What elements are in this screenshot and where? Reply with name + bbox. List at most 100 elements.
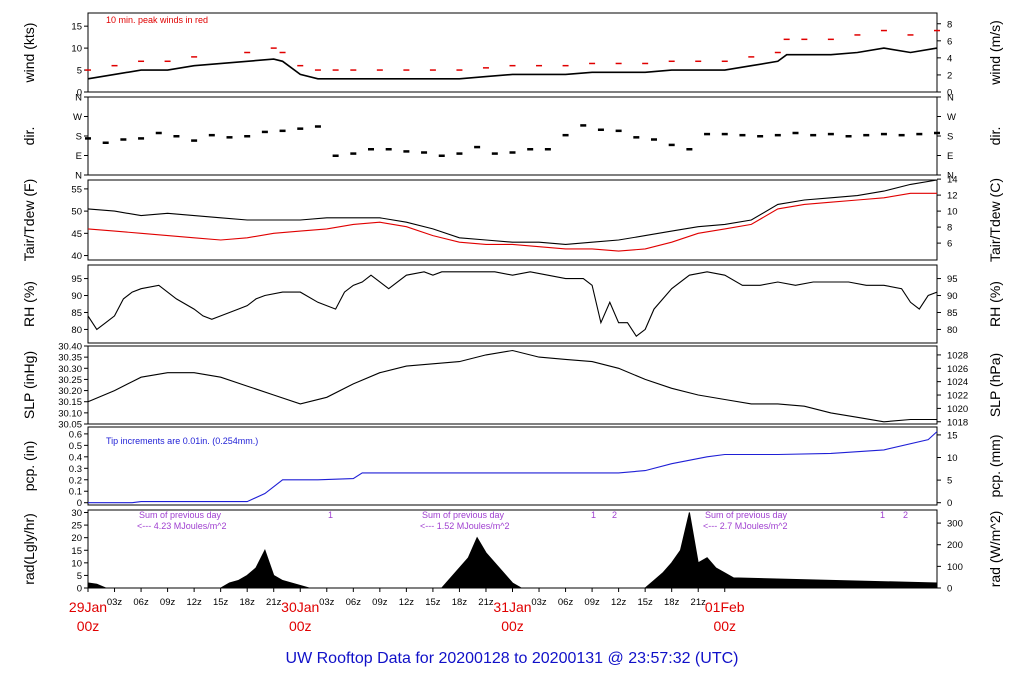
dir-point bbox=[332, 154, 339, 157]
ylabel-left: SLP (inHg) bbox=[21, 351, 37, 419]
y-tick-label: 30.05 bbox=[58, 420, 82, 431]
series-line bbox=[87, 349, 937, 423]
dir-point bbox=[403, 150, 410, 153]
y2-tick-label: 0 bbox=[947, 584, 952, 595]
x-tick-label: 21z bbox=[478, 597, 494, 608]
y2-tick-label: 95 bbox=[947, 274, 958, 285]
y2-tick-label: S bbox=[947, 132, 953, 143]
y-tick-label: 30.30 bbox=[58, 364, 82, 375]
dir-point bbox=[385, 148, 392, 151]
dir-point bbox=[456, 152, 463, 155]
annotation: Tip increments are 0.01in. (0.254mm.) bbox=[106, 436, 258, 446]
y-tick-label: 0.4 bbox=[69, 452, 82, 463]
y-tick-label: N bbox=[75, 93, 82, 104]
y-tick-label: 0 bbox=[77, 584, 82, 595]
y-tick-label: 0.1 bbox=[69, 487, 82, 498]
dir-point bbox=[244, 135, 251, 138]
dir-point bbox=[863, 133, 870, 137]
y2-tick-label: 300 bbox=[947, 519, 963, 530]
dir-point bbox=[226, 136, 233, 139]
dir-point bbox=[827, 132, 834, 136]
panel-rh: 80 85 90 95 80 85 90 95 RH (%) RH (%) bbox=[21, 264, 1003, 344]
y-tick-label: S bbox=[76, 132, 82, 143]
x-tick-label: 09z bbox=[372, 597, 388, 608]
dir-point bbox=[297, 127, 304, 130]
y2-tick-label: 6 bbox=[947, 239, 952, 250]
y2-tick-label: 90 bbox=[947, 291, 958, 302]
dir-point bbox=[580, 124, 587, 127]
y-tick-label: 10 bbox=[71, 44, 82, 55]
ylabel-right: pcp. (mm) bbox=[987, 435, 1003, 498]
x-tick-label: 12z bbox=[611, 597, 627, 608]
y-tick-label: 0.2 bbox=[69, 475, 82, 486]
x-tick-label: 06z bbox=[346, 597, 362, 608]
dir-point bbox=[85, 137, 91, 140]
panel-slp: 30.0530.1030.1530.2030.2530.3030.3530.40… bbox=[21, 342, 1003, 431]
dir-point bbox=[934, 131, 940, 135]
y-tick-label: 30.40 bbox=[58, 342, 82, 353]
series-line bbox=[88, 431, 938, 504]
x-day-time: 00z bbox=[77, 618, 100, 634]
y2-tick-label: 80 bbox=[947, 325, 958, 336]
x-tick-label: 03z bbox=[319, 597, 335, 608]
x-tick-label: 21z bbox=[691, 597, 707, 608]
y2-tick-label: 14 bbox=[947, 175, 958, 186]
ylabel-left: wind (kts) bbox=[21, 23, 37, 84]
ylabel-right: rad (W/m^2) bbox=[987, 511, 1003, 588]
dir-point bbox=[368, 148, 374, 151]
x-day-label: 01Feb bbox=[705, 599, 745, 615]
dir-point bbox=[704, 132, 711, 136]
dir-point bbox=[491, 152, 498, 155]
annotation: <--- 4.23 MJoules/m^2 bbox=[137, 521, 227, 531]
y2-tick-label: 2 bbox=[947, 70, 952, 81]
y2-tick-label: 1024 bbox=[947, 377, 968, 388]
y-tick-label: 0.6 bbox=[69, 429, 82, 440]
dir-point bbox=[792, 131, 799, 135]
x-tick-label: 06z bbox=[558, 597, 574, 608]
dir-point bbox=[474, 145, 481, 149]
annotation: <--- 2.7 MJoules/m^2 bbox=[703, 521, 788, 531]
ylabel-left: dir. bbox=[21, 127, 37, 146]
y-tick-label: 0.3 bbox=[69, 464, 82, 475]
y-tick-label: N bbox=[75, 171, 82, 182]
x-tick-label: 18z bbox=[240, 597, 256, 608]
y2-tick-label: 1026 bbox=[947, 364, 968, 375]
y-tick-label: 30 bbox=[71, 508, 82, 519]
y-tick-label: 0 bbox=[77, 498, 82, 509]
y-tick-label: 90 bbox=[71, 291, 82, 302]
series-line bbox=[87, 179, 938, 245]
annotation: 1 bbox=[880, 510, 885, 520]
y2-tick-label: 1022 bbox=[947, 391, 968, 402]
y-tick-label: 80 bbox=[71, 325, 82, 336]
panel-frame bbox=[87, 96, 938, 176]
x-tick-label: 09z bbox=[160, 597, 176, 608]
y2-tick-label: 12 bbox=[947, 191, 958, 202]
ylabel-left: RH (%) bbox=[21, 281, 37, 327]
y2-tick-label: 6 bbox=[947, 36, 952, 47]
dir-point bbox=[173, 135, 180, 138]
y-tick-label: 5 bbox=[77, 571, 82, 582]
y-tick-label: 50 bbox=[71, 207, 82, 218]
y-tick-label: 5 bbox=[77, 66, 82, 77]
y-tick-label: 0 bbox=[77, 88, 82, 99]
panel-frame bbox=[87, 12, 938, 93]
x-day-time: 00z bbox=[713, 618, 736, 634]
dir-point bbox=[562, 133, 569, 137]
x-day-label: 30Jan bbox=[281, 599, 319, 615]
panel-frame bbox=[87, 426, 938, 506]
y-tick-label: 30.20 bbox=[58, 386, 82, 397]
dir-point bbox=[739, 133, 746, 137]
y2-tick-label: 8 bbox=[947, 19, 952, 30]
x-tick-label: 18z bbox=[452, 597, 468, 608]
annotation: 1 bbox=[328, 510, 333, 520]
dir-point bbox=[651, 138, 657, 141]
ylabel-left: rad(Lgly/hr) bbox=[21, 513, 37, 585]
annotation: 10 min. peak winds in red bbox=[106, 15, 208, 25]
dir-point bbox=[102, 141, 109, 144]
y-tick-label: 0.5 bbox=[69, 441, 82, 452]
x-tick-label: 03z bbox=[107, 597, 123, 608]
x-tick-label: 12z bbox=[399, 597, 415, 608]
series-line bbox=[87, 192, 937, 252]
dir-point bbox=[757, 135, 764, 138]
annotation: Sum of previous day bbox=[422, 510, 505, 520]
